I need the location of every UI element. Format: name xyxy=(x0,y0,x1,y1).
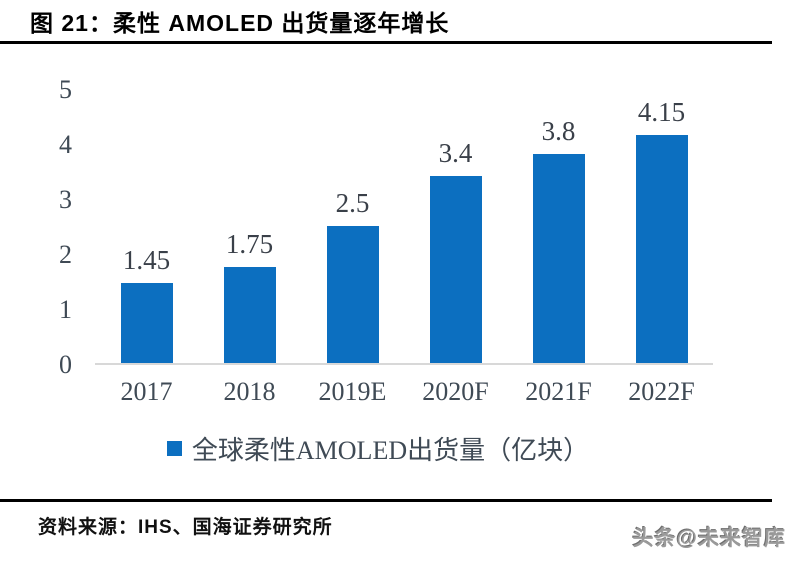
value-label: 3.4 xyxy=(438,138,473,168)
footer: 资料来源：IHS、国海证券研究所 头条@未来智库 xyxy=(0,502,796,552)
y-axis-tick: 3 xyxy=(59,185,72,214)
plot-area: 1.45 1.75 2.5 3.4 3.8 4.15 xyxy=(95,57,713,365)
value-label: 1.45 xyxy=(122,245,171,276)
value-label: 3.8 xyxy=(541,116,576,146)
value-label: 1.75 xyxy=(225,228,274,259)
bar-column: 1.75 xyxy=(198,229,301,363)
bar xyxy=(532,154,585,363)
value-label: 2.5 xyxy=(335,187,370,218)
x-axis-label: 2020F xyxy=(422,377,489,406)
x-axis-label: 2022F xyxy=(628,377,695,406)
bar xyxy=(120,283,173,363)
x-axis-label: 2018 xyxy=(223,377,276,406)
bar xyxy=(635,134,688,363)
bar-column: 4.15 xyxy=(610,97,713,363)
bar-column: 3.4 xyxy=(404,138,507,363)
bar xyxy=(223,266,276,363)
figure-header: 图 21：柔性 AMOLED 出货量逐年增长 xyxy=(0,0,772,44)
x-axis-label: 2021F xyxy=(525,377,592,406)
bar-column: 1.45 xyxy=(95,245,198,363)
watermark: 头条@未来智库 xyxy=(632,527,786,550)
bar-column: 2.5 xyxy=(301,187,404,363)
y-axis-tick: 2 xyxy=(59,240,72,269)
y-axis-tick: 1 xyxy=(59,295,72,324)
y-axis-tick: 4 xyxy=(59,130,72,159)
y-axis-tick: 5 xyxy=(59,75,72,104)
bar-column: 3.8 xyxy=(507,116,610,363)
divider xyxy=(0,499,772,502)
bar xyxy=(326,225,379,363)
figure-title: 图 21：柔性 AMOLED 出货量逐年增长 xyxy=(30,9,450,36)
y-axis-tick: 0 xyxy=(59,350,72,379)
x-axis-label: 2017 xyxy=(120,377,173,406)
x-axis: 2017 2018 2019E 2020F 2021F 2022F xyxy=(95,377,713,407)
bar xyxy=(429,176,482,363)
source-text: 资料来源：IHS、国海证券研究所 xyxy=(38,517,333,538)
legend-marker-icon xyxy=(166,441,182,456)
x-axis-label: 2019E xyxy=(318,377,387,406)
legend: 全球柔性AMOLED出货量（亿块） xyxy=(0,430,756,467)
value-label: 4.15 xyxy=(637,96,686,127)
legend-label: 全球柔性AMOLED出货量（亿块） xyxy=(191,436,590,465)
